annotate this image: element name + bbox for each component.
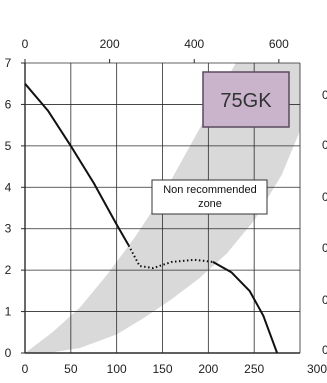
- top-x-tick-label: 0: [22, 37, 29, 51]
- right-y-tick-label: 0: [322, 88, 327, 102]
- right-y-tick-label: 0: [322, 293, 327, 307]
- y-tick-label: 3: [5, 222, 12, 236]
- x-tick-label: 150: [152, 362, 172, 376]
- right-y-tick-label: 0: [322, 343, 327, 357]
- top-x-tick-label: 400: [184, 37, 204, 51]
- x-tick-label: 50: [64, 362, 78, 376]
- curve-solid-segment: [25, 83, 130, 246]
- right-y-tick-label: 0: [322, 138, 327, 152]
- y-tick-label: 0: [5, 346, 12, 360]
- top-x-tick-label: 200: [100, 37, 120, 51]
- x-tick-label: 300: [307, 362, 327, 376]
- zone-label-box: [151, 179, 268, 215]
- y-tick-label: 5: [5, 139, 12, 153]
- y-tick-label: 7: [5, 56, 12, 70]
- zone-label-line: zone: [198, 198, 222, 210]
- x-tick-label: 100: [107, 362, 127, 376]
- y-tick-label: 4: [5, 180, 12, 194]
- y-tick-label: 2: [5, 263, 12, 277]
- model-label-box: [202, 71, 290, 128]
- model-label: 75GK: [220, 90, 272, 112]
- right-y-tick-label: 0: [322, 190, 327, 204]
- x-tick-label: 0: [22, 362, 29, 376]
- curve-solid-segment: [212, 261, 279, 353]
- x-tick-label: 250: [244, 362, 264, 376]
- right-y-tick-label: 0: [322, 241, 327, 255]
- top-x-tick-label: 600: [269, 37, 289, 51]
- y-tick-label: 6: [5, 97, 12, 111]
- zone-label-line: Non recommended: [163, 184, 257, 196]
- y-tick-label: 1: [5, 305, 12, 319]
- x-tick-label: 200: [198, 362, 218, 376]
